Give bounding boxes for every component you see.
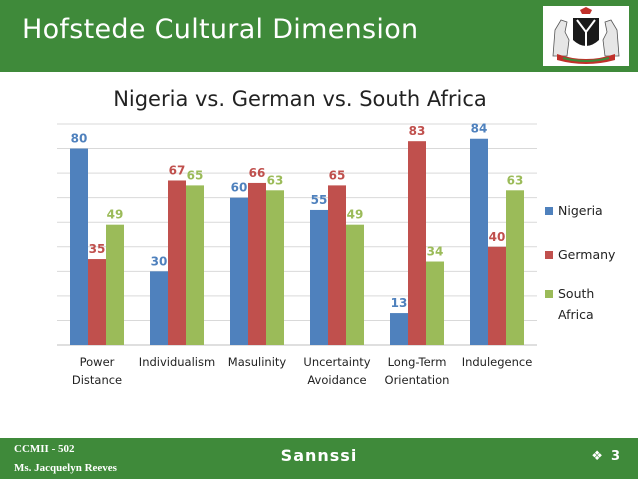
x-tick-label: Distance <box>72 373 122 387</box>
footer-bar: CCMII - 502 Ms. Jacquelyn Reeves Sannssi… <box>0 438 638 479</box>
bar-germany <box>408 141 426 345</box>
legend-swatch <box>545 290 553 298</box>
data-label: 40 <box>489 230 506 244</box>
data-label: 34 <box>427 245 444 259</box>
data-label: 63 <box>507 173 524 187</box>
bar-nigeria <box>230 197 248 345</box>
x-tick-label: Avoidance <box>307 373 366 387</box>
diamond-bullet-icon: ❖ <box>591 449 603 464</box>
course-info: CCMII - 502 Ms. Jacquelyn Reeves <box>14 440 117 478</box>
bar-nigeria <box>390 313 408 345</box>
data-label: 30 <box>151 254 168 268</box>
data-label: 63 <box>267 173 284 187</box>
legend-swatch <box>545 207 553 215</box>
bar-nigeria <box>150 271 168 345</box>
chart-legend: Nigeria Germany South Africa <box>545 203 616 322</box>
data-label: 66 <box>249 166 266 180</box>
chart-x-axis: Power Distance Individualism Masulinity Unce… <box>72 355 532 387</box>
bar-nigeria <box>310 209 328 345</box>
legend-label: Nigeria <box>558 203 603 218</box>
x-tick-label: Uncertainty <box>303 355 370 369</box>
data-label: 60 <box>231 181 248 195</box>
x-tick-label: Long-Term <box>388 355 447 369</box>
bar-nigeria <box>470 138 488 345</box>
x-tick-label: Orientation <box>385 373 450 387</box>
header-bar: Hofstede Cultural Dimension <box>0 0 638 72</box>
slide-number: 3 <box>610 449 620 464</box>
legend-label: Germany <box>558 247 616 262</box>
nigeria-coat-of-arms-icon <box>543 6 629 66</box>
chart-title: Nigeria vs. German vs. South Africa <box>113 87 487 111</box>
bar-chart: Nigeria vs. German vs. South Africa 80 35… <box>0 72 638 438</box>
bar-south-africa <box>346 224 364 345</box>
bar-south-africa <box>266 190 284 345</box>
data-label: 80 <box>71 132 88 146</box>
bar-south-africa <box>506 190 524 345</box>
course-code: CCMII - 502 <box>14 443 75 455</box>
bar-south-africa <box>426 261 444 345</box>
x-tick-label: Indulegence <box>462 355 533 369</box>
data-label: 49 <box>107 208 124 222</box>
data-label: 49 <box>347 208 364 222</box>
bar-germany <box>168 180 186 345</box>
data-label: 67 <box>169 163 186 177</box>
bar-germany <box>248 182 266 345</box>
legend-label: Africa <box>558 307 594 322</box>
presenter-name: Ms. Jacquelyn Reeves <box>14 462 117 474</box>
bar-south-africa <box>106 224 124 345</box>
x-tick-label: Power <box>80 355 115 369</box>
bar-germany <box>488 246 506 345</box>
data-label: 83 <box>409 124 426 138</box>
data-label: 35 <box>89 242 106 256</box>
x-tick-label: Individualism <box>139 355 215 369</box>
slide-title: Hofstede Cultural Dimension <box>22 14 419 45</box>
legend-label: South <box>558 286 594 301</box>
legend-swatch <box>545 251 553 259</box>
footer-center-text: Sannssi <box>280 446 358 465</box>
data-label: 84 <box>471 122 488 136</box>
x-tick-label: Masulinity <box>228 355 287 369</box>
bar-germany <box>88 259 106 345</box>
data-label: 65 <box>329 168 346 182</box>
chart-bars <box>70 138 524 345</box>
data-label: 65 <box>187 168 204 182</box>
data-label: 55 <box>311 193 328 207</box>
bar-germany <box>328 185 346 345</box>
chart-gridlines <box>57 123 537 346</box>
bar-nigeria <box>70 148 88 345</box>
slide-number-area: ❖ 3 <box>591 449 620 464</box>
data-label: 13 <box>391 296 408 310</box>
bar-south-africa <box>186 185 204 345</box>
